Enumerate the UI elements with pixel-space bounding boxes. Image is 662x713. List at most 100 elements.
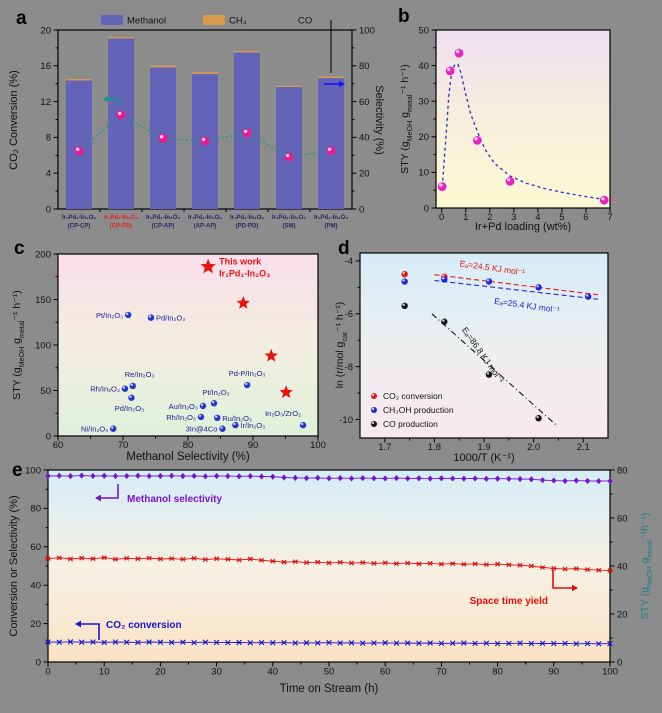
svg-text:Ir₁Pd₁-In₂O₃: Ir₁Pd₁-In₂O₃	[146, 215, 180, 221]
svg-text:100: 100	[602, 667, 618, 678]
svg-text:-10: -10	[339, 415, 353, 426]
svg-text:-4: -4	[345, 256, 353, 267]
svg-text:ln (r/mol gcat⁻¹ h⁻¹): ln (r/mol gcat⁻¹ h⁻¹)	[334, 302, 349, 389]
svg-text:40: 40	[359, 133, 370, 144]
svg-text:80: 80	[617, 465, 628, 476]
svg-text:Ir₁Pd₁-In₂O₃: Ir₁Pd₁-In₂O₃	[104, 215, 138, 221]
svg-text:40: 40	[617, 561, 628, 572]
svg-text:(PM): (PM)	[325, 224, 338, 230]
panel-c-chart: 60 70 80 90 100 0 50 100 150 200 Pt/In₂O₃ Pd/In₂O₃ R…	[11, 249, 326, 463]
panel-e-label: e	[12, 460, 23, 481]
svg-text:CO: CO	[298, 16, 312, 27]
svg-text:Ir₁Pd₁-In₂O₃: Ir₁Pd₁-In₂O₃	[188, 215, 222, 221]
svg-text:Rh/In₂O₃: Rh/In₂O₃	[90, 385, 120, 394]
svg-text:This work: This work	[219, 257, 262, 267]
svg-text:60: 60	[30, 542, 41, 553]
svg-text:Pt/In₂O₃: Pt/In₂O₃	[96, 311, 123, 320]
svg-text:0: 0	[424, 203, 429, 214]
svg-text:Ir₁Pd₁-In₂O₃: Ir₁Pd₁-In₂O₃	[219, 269, 270, 279]
svg-text:20: 20	[418, 132, 429, 143]
svg-text:STY (gMeOH gmetal⁻¹ h⁻¹): STY (gMeOH gmetal⁻¹ h⁻¹)	[11, 290, 26, 400]
svg-text:20: 20	[155, 667, 166, 678]
svg-text:CO₂ conversion: CO₂ conversion	[383, 391, 443, 401]
panel-c-label: c	[14, 238, 25, 259]
svg-text:CO production: CO production	[383, 419, 438, 429]
svg-text:80: 80	[183, 440, 194, 451]
svg-text:Re/In₂O₃: Re/In₂O₃	[125, 370, 155, 379]
svg-text:80: 80	[492, 667, 503, 678]
svg-text:50: 50	[40, 386, 51, 397]
svg-text:Ir₁Pd₁-In₂O₃: Ir₁Pd₁-In₂O₃	[272, 215, 306, 221]
svg-text:12: 12	[40, 97, 51, 108]
svg-text:30: 30	[418, 97, 429, 108]
panel-a-label: a	[16, 8, 27, 29]
svg-text:(CP-PD): (CP-PD)	[110, 224, 133, 230]
svg-text:0: 0	[617, 657, 622, 668]
svg-text:STY (gMeOH gmetal⁻¹ h⁻¹): STY (gMeOH gmetal⁻¹ h⁻¹)	[399, 64, 414, 174]
svg-text:3In@4Co: 3In@4Co	[186, 425, 218, 434]
svg-text:60: 60	[380, 667, 391, 678]
svg-text:1.9: 1.9	[477, 442, 490, 453]
svg-text:4: 4	[535, 212, 540, 223]
svg-text:STY (gMeOH gmetal⁻¹h⁻¹): STY (gMeOH gmetal⁻¹h⁻¹)	[639, 513, 654, 620]
svg-text:70: 70	[118, 440, 129, 451]
svg-text:-6: -6	[345, 309, 353, 320]
svg-text:80: 80	[359, 61, 370, 72]
svg-text:0: 0	[46, 431, 51, 442]
svg-text:50: 50	[418, 25, 429, 36]
svg-text:Time on Stream (h): Time on Stream (h)	[280, 683, 379, 695]
svg-text:Ir₁Pd₁-In₂O₃: Ir₁Pd₁-In₂O₃	[62, 215, 96, 221]
svg-text:-8: -8	[345, 362, 353, 373]
svg-text:Ir₁Pd₁-In₂O₃: Ir₁Pd₁-In₂O₃	[230, 215, 264, 221]
svg-text:(CP-CP): (CP-CP)	[68, 224, 91, 230]
svg-text:20: 20	[359, 169, 370, 180]
svg-text:0: 0	[36, 657, 41, 668]
svg-text:0: 0	[46, 204, 51, 215]
svg-text:60: 60	[359, 97, 370, 108]
svg-text:0: 0	[359, 204, 364, 215]
panel-d-label: d	[338, 238, 350, 259]
svg-text:100: 100	[359, 25, 375, 36]
svg-text:2.0: 2.0	[527, 442, 540, 453]
svg-text:1.8: 1.8	[428, 442, 441, 453]
svg-text:30: 30	[211, 667, 222, 678]
svg-text:5: 5	[559, 212, 564, 223]
svg-text:Conversion or Selectivity (%): Conversion or Selectivity (%)	[8, 495, 20, 636]
svg-text:Ir+Pd loading (wt%): Ir+Pd loading (wt%)	[475, 221, 571, 233]
svg-text:Ir/In₂O₃: Ir/In₂O₃	[240, 421, 265, 430]
svg-text:Au/In₂O₃: Au/In₂O₃	[169, 402, 198, 411]
svg-text:Pd-P/In₂O₃: Pd-P/In₂O₃	[229, 369, 266, 378]
svg-text:CH₄: CH₄	[229, 16, 247, 27]
svg-text:Methanol: Methanol	[127, 16, 166, 27]
svg-text:(AP-AP): (AP-AP)	[194, 224, 217, 230]
svg-text:90: 90	[248, 440, 259, 451]
panel-b-label: b	[398, 6, 410, 27]
svg-text:1.7: 1.7	[378, 442, 391, 453]
svg-text:Pt/In₂O₃: Pt/In₂O₃	[202, 388, 229, 397]
svg-text:20: 20	[30, 619, 41, 630]
svg-text:50: 50	[324, 667, 335, 678]
svg-text:40: 40	[268, 667, 279, 678]
svg-text:60: 60	[617, 513, 628, 524]
svg-text:80: 80	[30, 504, 41, 515]
panel-e-chart: 0 10 20 30 40 50 60 70 80 90 100020406080100020406…	[8, 465, 654, 695]
svg-text:40: 40	[418, 61, 429, 72]
svg-text:CO₂ Conversion (%): CO₂ Conversion (%)	[8, 70, 20, 170]
svg-text:200: 200	[35, 249, 51, 260]
svg-text:100: 100	[35, 340, 51, 351]
svg-text:0: 0	[439, 212, 444, 223]
svg-text:7: 7	[607, 212, 612, 223]
svg-text:10: 10	[99, 667, 110, 678]
panel-a-chart: 0 4 8 12 16 20 0 20 40 60 80 100 Methanol CH₄ CO Ir₁Pd₁…	[8, 15, 385, 230]
svg-text:Space time yield: Space time yield	[470, 596, 548, 607]
svg-text:20: 20	[617, 609, 628, 620]
svg-text:Ir₁Pd₁-In₂O₃: Ir₁Pd₁-In₂O₃	[314, 215, 348, 221]
svg-text:8: 8	[46, 133, 51, 144]
svg-text:CH₃OH production: CH₃OH production	[383, 405, 454, 415]
svg-text:(PD-PD): (PD-PD)	[236, 224, 259, 230]
svg-text:40: 40	[30, 581, 41, 592]
svg-text:1: 1	[463, 212, 468, 223]
svg-text:20: 20	[40, 25, 51, 36]
svg-text:90: 90	[549, 667, 560, 678]
